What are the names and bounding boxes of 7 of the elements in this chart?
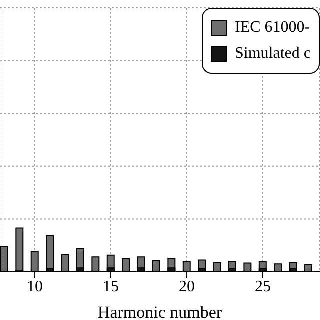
x-tick-label: 15 [102, 278, 119, 296]
legend-label: IEC 61000- [235, 19, 310, 37]
x-axis-title: Harmonic number [98, 303, 222, 320]
x-tick-label: 25 [254, 278, 271, 296]
x-tick-label: 10 [26, 278, 43, 296]
x-tick-label: 20 [178, 278, 195, 296]
legend-label: Simulated c [235, 45, 311, 63]
